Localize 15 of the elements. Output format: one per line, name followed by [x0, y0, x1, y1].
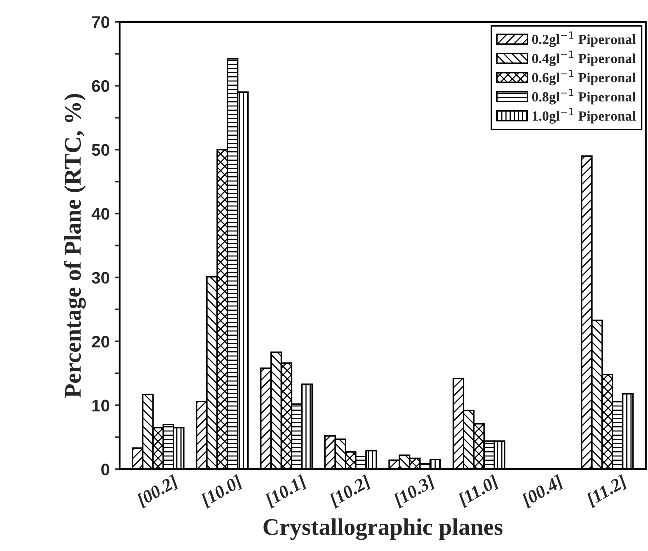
- x-axis-title: Crystallographic planes: [264, 518, 503, 540]
- y-tick-label: 50: [92, 144, 110, 156]
- legend-label: 0.6gl$^{−1}$ Piperonal: [532, 70, 636, 86]
- y-tick-label: 10: [92, 400, 110, 412]
- legend-label: 0.8gl$^{−1}$ Piperonal: [532, 89, 636, 105]
- y-tick-label: 60: [92, 80, 110, 92]
- legend-label: 1.0gl$^{−1}$ Piperonal: [533, 108, 636, 124]
- legend-label: 0.4gl$^{−1}$ Piperonal: [532, 50, 636, 66]
- y-tick-label: 40: [92, 208, 110, 220]
- legend-label: 0.2gl$^{−1}$ Piperonal: [532, 32, 636, 48]
- y-tick-label: 70: [92, 16, 110, 28]
- y-tick-label: 20: [92, 336, 110, 348]
- y-tick-label: 0: [102, 464, 110, 476]
- y-axis-title: Percentage of Plane (RTC, %): [64, 94, 86, 398]
- y-tick-label: 30: [92, 272, 110, 284]
